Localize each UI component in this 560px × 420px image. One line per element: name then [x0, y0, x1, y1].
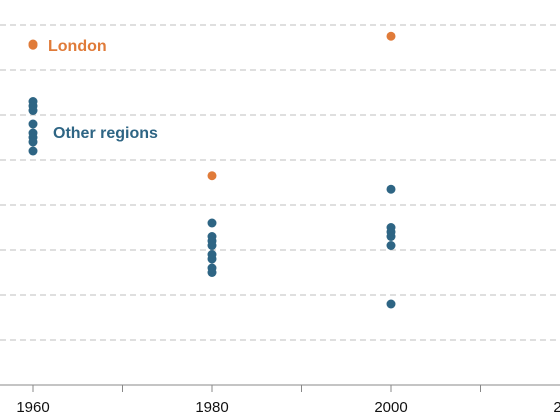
x-axis: 1960 1980 2000 2020: [0, 384, 560, 416]
legend-label-other-regions: Other regions: [53, 125, 158, 142]
point-other-regions: [386, 232, 396, 241]
point-other-regions: [28, 106, 38, 115]
legend-marker-london: [28, 39, 38, 49]
x-tick-label: 1980: [195, 399, 228, 416]
legend: London Other regions: [28, 38, 158, 142]
point-other-regions: [207, 218, 217, 228]
point-other-regions: [386, 184, 396, 194]
data-points: [28, 31, 396, 309]
point-other-regions: [207, 254, 217, 264]
point-other-regions: [207, 241, 217, 250]
point-london: [386, 31, 396, 41]
x-tick-label: 2020: [553, 399, 560, 416]
point-other-regions: [28, 146, 38, 156]
point-london: [207, 171, 217, 181]
point-other-regions: [207, 268, 217, 277]
point-other-regions: [386, 299, 396, 309]
x-tick-label: 1960: [16, 399, 49, 416]
point-other-regions: [28, 119, 38, 129]
point-other-regions: [386, 241, 396, 250]
x-tick-label: 2000: [374, 399, 407, 416]
legend-label-london: London: [48, 38, 107, 55]
point-other-regions: [28, 137, 38, 147]
gridlines: [0, 24, 560, 341]
